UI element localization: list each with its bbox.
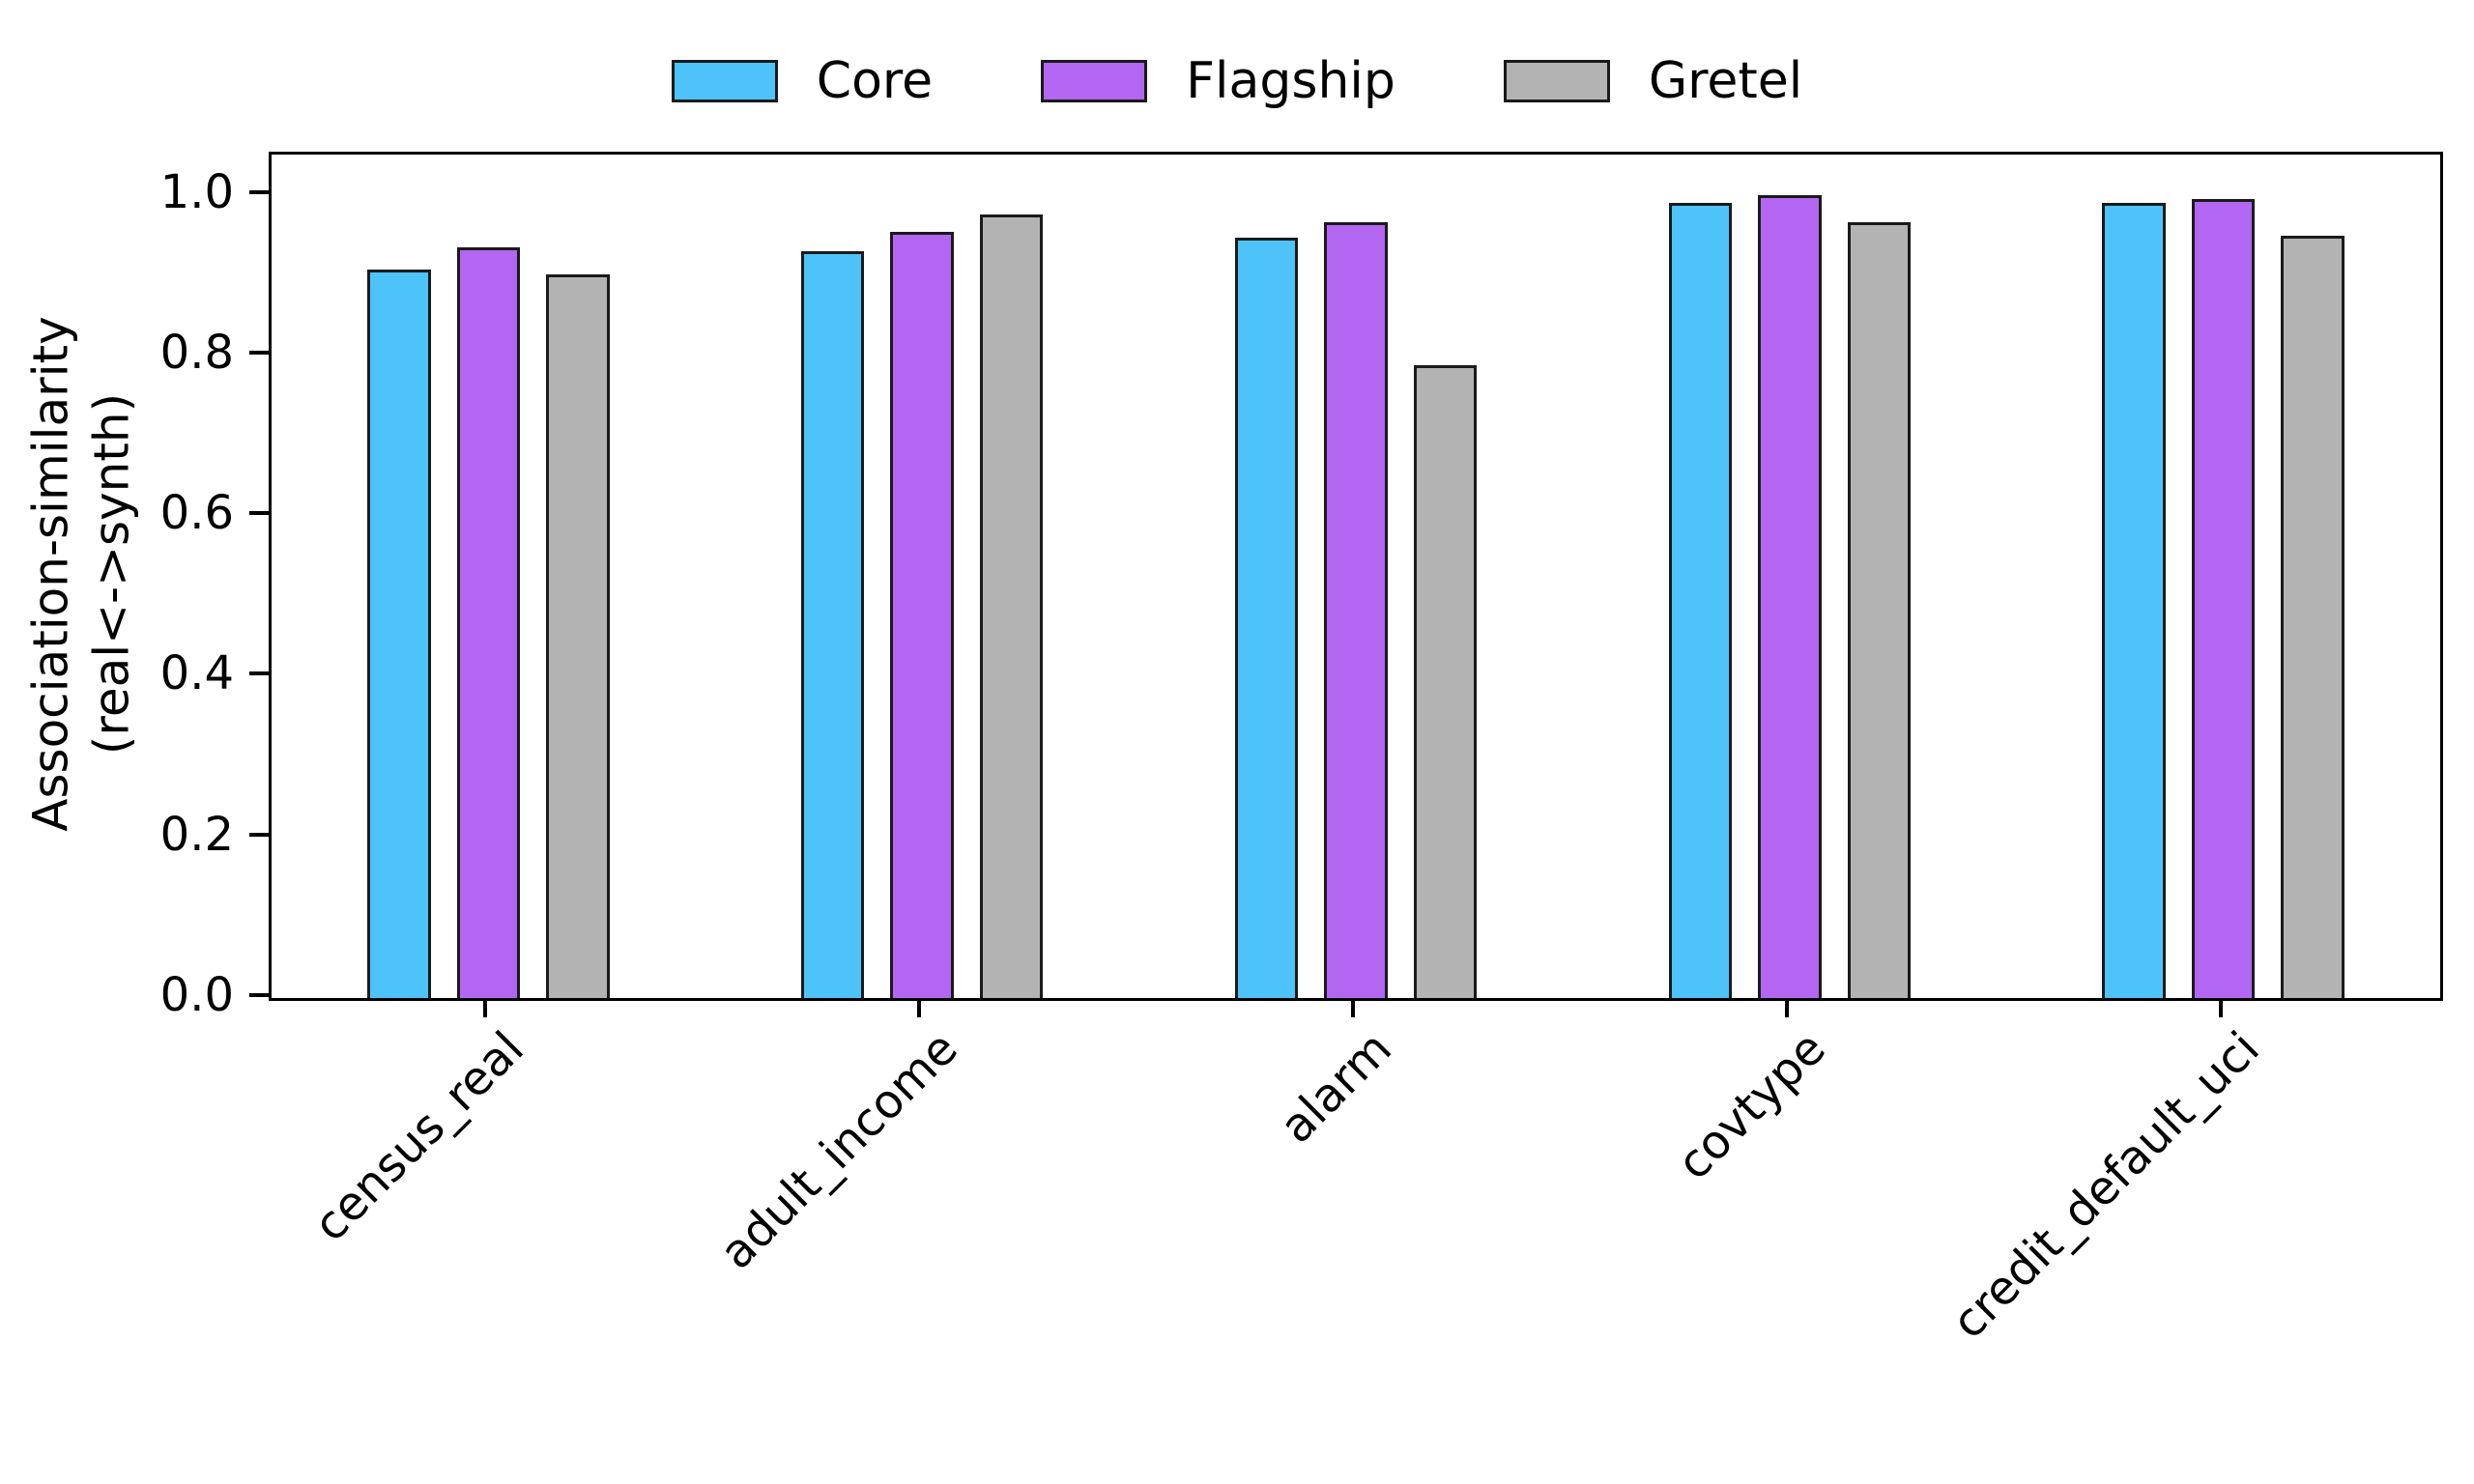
y-tick-label: 1.0	[159, 164, 234, 219]
plot-area	[269, 152, 2443, 1001]
y-tick-mark	[249, 832, 269, 837]
legend-label: Flagship	[1186, 52, 1395, 110]
y-axis-label-line1: Association-similarity	[22, 316, 79, 832]
y-tick-label: 0.0	[159, 968, 234, 1022]
bar-core-credit_default_uci	[2102, 202, 2166, 998]
y-tick-label: 0.4	[159, 646, 234, 701]
bar-flagship-covtype	[1758, 195, 1822, 998]
legend-label: Core	[816, 52, 934, 110]
x-tick-label-credit_default_uci: credit_default_uci	[1941, 1021, 2270, 1350]
x-tick-label-covtype: covtype	[1666, 1021, 1836, 1191]
y-tick-mark	[249, 993, 269, 997]
legend-item-gretel: Gretel	[1503, 52, 1803, 110]
legend: Core Flagship Gretel	[0, 56, 2474, 106]
x-tick-label-alarm: alarm	[1269, 1021, 1402, 1155]
y-tick-mark	[249, 671, 269, 676]
legend-item-core: Core	[671, 52, 934, 110]
bar-flagship-credit_default_uci	[2191, 198, 2256, 998]
y-axis-label-line2: (real<->synth)	[83, 392, 139, 756]
x-tick-mark	[2218, 998, 2223, 1017]
x-tick-mark	[917, 998, 922, 1017]
bar-gretel-covtype	[1847, 221, 1912, 998]
y-tick-mark	[249, 511, 269, 516]
bar-gretel-alarm	[1413, 364, 1478, 998]
bar-core-alarm	[1234, 238, 1299, 998]
legend-swatch-core	[671, 60, 778, 102]
bar-core-census_real	[367, 269, 431, 998]
y-tick-label: 0.2	[159, 807, 234, 862]
bar-core-covtype	[1668, 202, 1733, 998]
y-tick-label: 0.6	[159, 486, 234, 541]
x-tick-label-adult_income: adult_income	[709, 1021, 968, 1280]
legend-label: Gretel	[1648, 52, 1803, 110]
bar-gretel-adult_income	[979, 214, 1044, 998]
bar-flagship-alarm	[1324, 221, 1388, 998]
y-tick-mark	[249, 189, 269, 194]
y-tick-label: 0.8	[159, 325, 234, 380]
legend-swatch-gretel	[1503, 60, 1610, 102]
bar-flagship-adult_income	[890, 231, 954, 998]
y-axis-label: Association-similarity (real<->synth)	[21, 316, 142, 831]
bar-gretel-census_real	[546, 273, 610, 998]
legend-swatch-flagship	[1041, 60, 1148, 102]
x-tick-mark	[1351, 998, 1355, 1017]
y-tick-mark	[249, 350, 269, 355]
x-tick-mark	[483, 998, 488, 1017]
bar-gretel-credit_default_uci	[2281, 235, 2345, 998]
legend-item-flagship: Flagship	[1041, 56, 1395, 106]
x-tick-mark	[1784, 998, 1789, 1017]
x-tick-label-census_real: census_real	[303, 1021, 535, 1252]
bar-flagship-census_real	[456, 247, 521, 998]
bar-core-adult_income	[800, 250, 865, 998]
